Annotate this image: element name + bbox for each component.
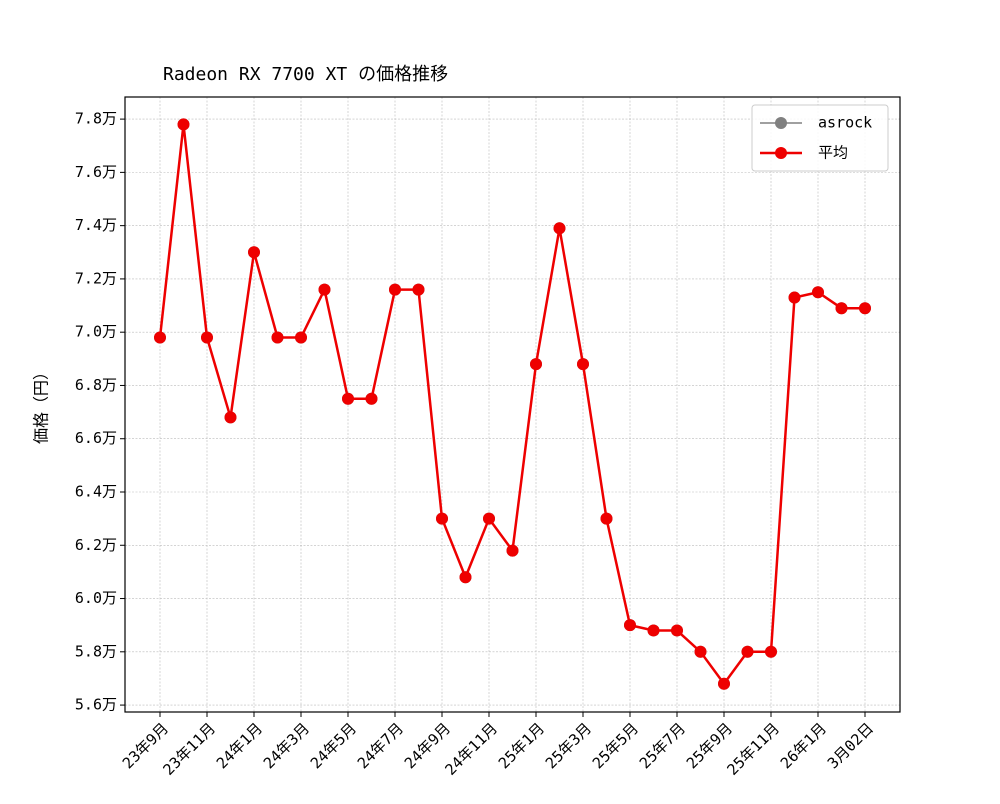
data-point: [835, 302, 848, 315]
y-tick-label: 7.4万: [75, 216, 117, 234]
legend-marker: [775, 117, 787, 129]
data-point: [624, 619, 636, 632]
legend-label: asrock: [818, 114, 872, 132]
data-point: [553, 222, 566, 235]
data-point: [412, 283, 425, 296]
y-axis-label: 価格（円）: [32, 364, 51, 444]
data-point: [436, 512, 448, 525]
y-tick-label: 5.6万: [75, 696, 117, 714]
data-point: [859, 302, 871, 315]
data-point: [506, 544, 519, 557]
data-point: [671, 624, 683, 637]
data-point: [201, 331, 213, 344]
y-tick-label: 6.2万: [75, 536, 117, 554]
y-tick-label: 5.8万: [75, 642, 117, 660]
y-tick-label: 7.0万: [75, 323, 117, 341]
data-point: [365, 392, 378, 405]
data-point: [389, 283, 401, 296]
data-point: [318, 283, 331, 296]
y-tick-label: 6.8万: [75, 376, 117, 394]
plot-frame: [124, 96, 901, 713]
data-point: [530, 358, 542, 371]
data-point: [788, 291, 801, 304]
chart-title: Radeon RX 7700 XT の価格推移: [163, 64, 448, 85]
data-point: [765, 645, 777, 658]
y-tick-label: 7.8万: [75, 110, 117, 128]
y-tick-label: 6.6万: [75, 429, 117, 447]
data-point: [741, 645, 754, 658]
legend-label: 平均: [818, 144, 848, 162]
data-point: [577, 358, 589, 371]
y-tick-label: 7.2万: [75, 269, 117, 287]
legend-marker: [775, 147, 787, 159]
data-point: [224, 411, 237, 424]
y-tick-label: 7.6万: [75, 163, 117, 181]
data-point: [647, 624, 660, 637]
data-point: [342, 392, 354, 405]
data-point: [154, 331, 166, 344]
data-point: [483, 512, 495, 525]
data-point: [718, 677, 730, 690]
data-point: [248, 246, 260, 259]
data-point: [177, 118, 190, 131]
data-point: [271, 331, 284, 344]
data-point: [459, 571, 472, 584]
data-point: [295, 331, 307, 344]
y-tick-label: 6.4万: [75, 482, 117, 500]
data-point: [812, 286, 824, 299]
data-point: [600, 512, 613, 525]
y-tick-label: 6.0万: [75, 589, 117, 607]
data-point: [694, 645, 707, 658]
